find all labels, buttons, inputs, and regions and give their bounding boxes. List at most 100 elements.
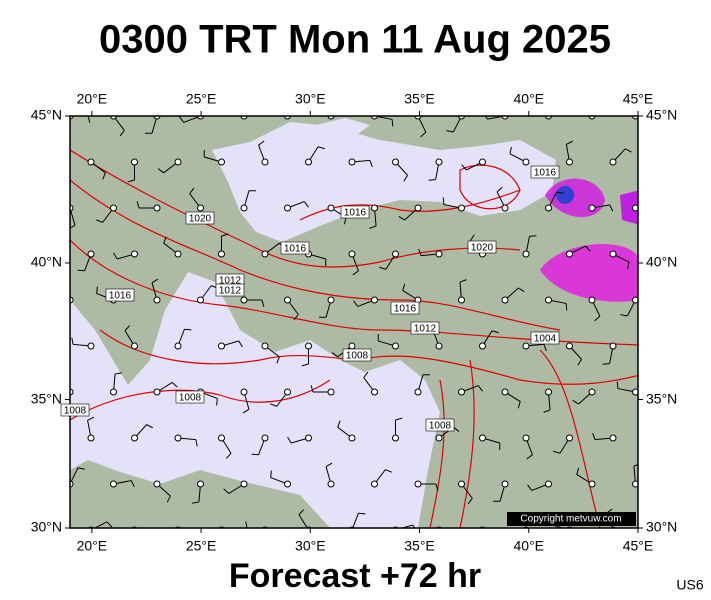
- station: [479, 158, 486, 166]
- station: [414, 388, 422, 396]
- wind-barb-flag: [331, 352, 338, 358]
- wind-barb-flag: [645, 220, 648, 226]
- station: [458, 296, 465, 304]
- wind-barb-flag: [287, 436, 292, 444]
- wind-barb-flag: [119, 130, 125, 137]
- wind-barb-flag: [506, 537, 512, 541]
- station: [632, 480, 638, 488]
- wind-barb-flag: [77, 467, 85, 470]
- wind-barb: [243, 116, 244, 117]
- isobar-label: 1020: [189, 214, 212, 225]
- wind-barb-flag: [556, 191, 564, 194]
- isobar-label-box: [105, 288, 135, 302]
- wind-barb-flag: [402, 283, 406, 291]
- station: [588, 480, 596, 488]
- station: [305, 342, 312, 350]
- station: [479, 342, 486, 350]
- lat-tick-label: 45°N: [31, 107, 62, 123]
- station: [501, 388, 509, 396]
- station: [371, 296, 378, 304]
- station: [522, 250, 530, 258]
- station: [414, 204, 422, 212]
- wind-barb-flag: [286, 96, 293, 98]
- wind-barb-flag: [191, 501, 200, 504]
- wind-barb-flag: [163, 236, 167, 244]
- station: [435, 434, 443, 442]
- wind-barb-flag: [77, 269, 85, 272]
- isobar-label-box: [467, 240, 497, 254]
- station: [327, 204, 335, 212]
- station: [218, 342, 225, 350]
- wind-barb-flag: [565, 303, 568, 311]
- station: [435, 342, 443, 350]
- isobar-label-box: [425, 418, 455, 432]
- wind-barb-flag: [223, 488, 230, 494]
- station: [261, 342, 269, 350]
- wind-barb-flag: [317, 146, 325, 150]
- wind-barb-flag: [344, 104, 350, 108]
- wind-barb-flag: [391, 119, 394, 127]
- station: [392, 158, 399, 166]
- wind-barb-flag: [325, 462, 333, 468]
- wind-barb-flag: [398, 215, 405, 221]
- isobar-label-box: [340, 205, 370, 219]
- wind-barb-flag: [261, 299, 265, 307]
- station: [545, 204, 552, 212]
- station: [371, 204, 378, 212]
- lon-tick-label: 30°E: [295, 91, 326, 107]
- wind-barb-flag: [491, 330, 499, 334]
- wind-barb-flag: [171, 382, 178, 388]
- station: [110, 480, 117, 488]
- station: [501, 296, 509, 304]
- wind-barb-flag: [616, 381, 619, 389]
- wind-barb-flag: [269, 403, 277, 407]
- lon-tick-label: 35°E: [404, 538, 435, 554]
- station: [632, 388, 638, 396]
- wind-barb-flag: [476, 548, 483, 550]
- wind-barb-flag: [71, 337, 74, 345]
- station: [371, 388, 378, 396]
- station: [153, 296, 161, 304]
- station: [566, 434, 573, 442]
- isobar-label: 1016: [344, 208, 367, 219]
- wind-barb-flag: [310, 385, 314, 393]
- wind-barb-flag: [293, 314, 299, 321]
- station: [371, 480, 378, 488]
- wind-barb-flag: [526, 454, 533, 460]
- station: [327, 296, 335, 304]
- wind-barb-flag: [124, 325, 131, 332]
- wind-barb-flag: [70, 224, 76, 229]
- lon-tick-label: 30°E: [295, 538, 326, 554]
- wind-barb-flag: [136, 201, 140, 209]
- wind-barb-flag: [95, 219, 103, 223]
- wind-barb: [286, 116, 288, 117]
- station: [458, 388, 465, 396]
- isobar-label-box: [175, 390, 205, 404]
- isobar-label: 1008: [179, 393, 202, 404]
- wind-barb-flag: [96, 286, 98, 294]
- isobar-label: 1008: [346, 351, 369, 362]
- wind-barb-flag: [509, 146, 512, 154]
- precip-area: [540, 244, 638, 302]
- station: [240, 296, 248, 304]
- station: [609, 342, 617, 350]
- station: [110, 388, 117, 396]
- station: [392, 250, 399, 258]
- precip-core: [556, 186, 574, 204]
- wind-barb-flag: [592, 432, 596, 440]
- wind-barb: [331, 116, 332, 117]
- wind-barb-flag: [258, 140, 265, 146]
- wind-barb-flag: [543, 409, 551, 413]
- forecast-subtitle: Forecast +72 hr: [229, 557, 481, 595]
- wind-barb-flag: [242, 408, 250, 414]
- wind-barb-flag: [553, 450, 561, 454]
- station: [545, 296, 552, 304]
- isobar-label: 1016: [284, 244, 307, 255]
- wind-barb-flag: [251, 453, 259, 456]
- station: [566, 250, 573, 258]
- graticule-ticks: 20°E 20°E 25°E 25°E 30°E 30°E 35°E 35°E 40°E 40°E…: [31, 91, 678, 554]
- wind-barb: [93, 521, 108, 528]
- station: [261, 158, 269, 166]
- station: [522, 342, 530, 350]
- station: [153, 388, 161, 396]
